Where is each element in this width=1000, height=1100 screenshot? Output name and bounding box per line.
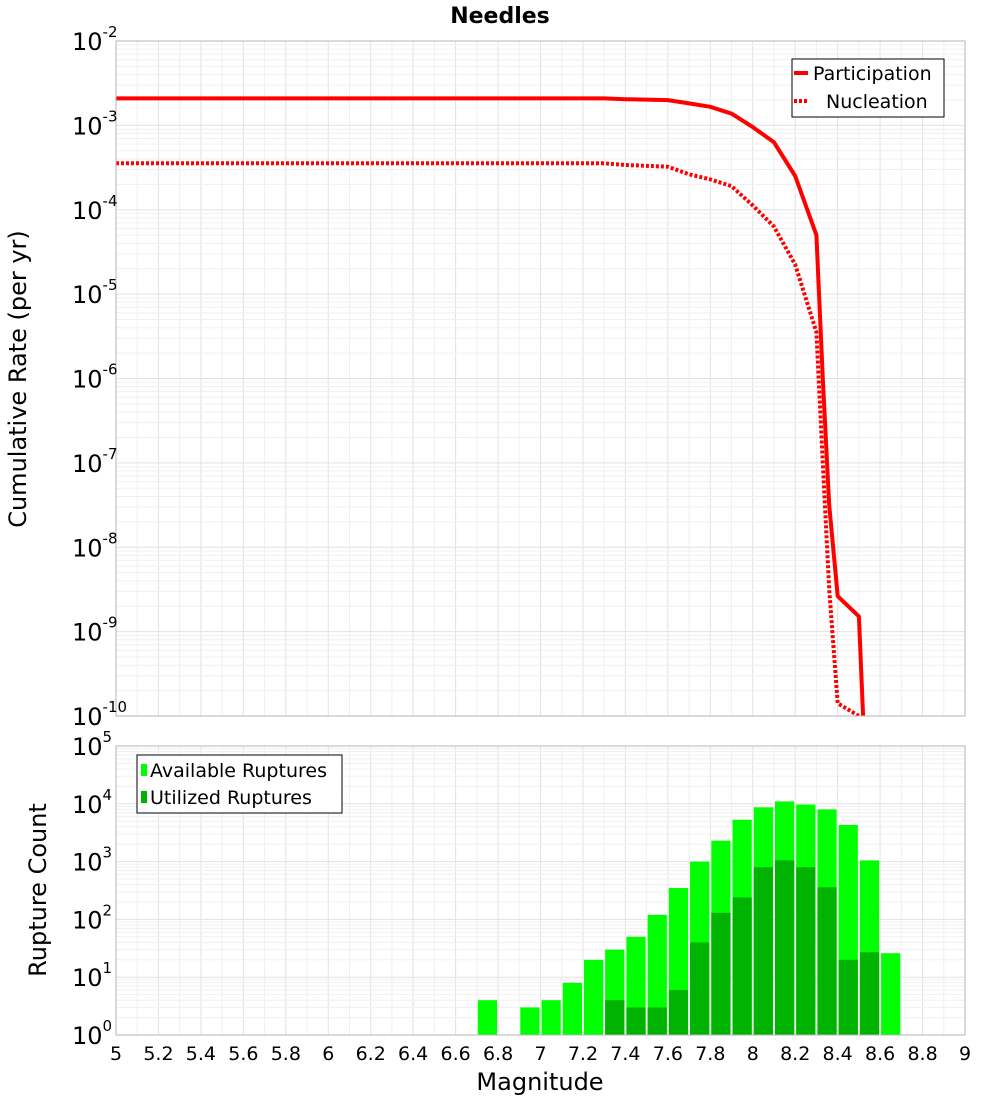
x-tick-label: 5.4 bbox=[186, 1043, 216, 1065]
x-tick-label: 6.6 bbox=[440, 1043, 470, 1065]
rate-legend-box bbox=[791, 58, 945, 118]
rate-grid bbox=[115, 41, 966, 717]
bar-utilized-ruptures bbox=[626, 1007, 646, 1035]
legend-label-nucleation: Nucleation bbox=[826, 91, 928, 113]
x-tick-label: 6.2 bbox=[356, 1043, 386, 1065]
0-y-tick-label: 10-2 bbox=[72, 23, 118, 56]
x-tick-label: 8 bbox=[747, 1043, 759, 1065]
bar-available-ruptures bbox=[583, 959, 604, 1035]
x-tick-label: 5.6 bbox=[228, 1043, 258, 1065]
count-panel: 100 101 102 103 104 105 5 5.2 5.4 5.6 5.8 6 6.2 6.4 6… bbox=[24, 728, 971, 1096]
count-plot-frame bbox=[115, 745, 966, 1036]
bar-utilized-ruptures bbox=[690, 942, 710, 1035]
x-tick-label: 8.2 bbox=[780, 1043, 810, 1065]
bar-utilized-ruptures bbox=[859, 952, 880, 1035]
bar-utilized-ruptures bbox=[774, 860, 795, 1035]
x-tick-label: 8.8 bbox=[907, 1043, 937, 1065]
rate-y-ticks: 10-2 10-3 10-4 10-5 10-6 10-7 10-8 10-9 10-10 bbox=[72, 23, 127, 731]
rate-legend: Participation Nucleation bbox=[791, 58, 945, 118]
count-legend-box bbox=[136, 754, 343, 814]
bar-available-ruptures bbox=[520, 1007, 540, 1035]
x-tick-label: 5.8 bbox=[271, 1043, 301, 1065]
1-y-tick-label: 102 bbox=[72, 901, 112, 934]
1-y-tick-label: 105 bbox=[72, 728, 112, 761]
rate-plot-frame bbox=[115, 40, 966, 717]
legend-swatch-available-ruptures bbox=[141, 764, 147, 776]
bar-available-ruptures bbox=[647, 914, 667, 1035]
legend-label-utilized-ruptures: Utilized Ruptures bbox=[150, 787, 312, 809]
bar-available-ruptures bbox=[541, 1000, 561, 1035]
bar-utilized-ruptures bbox=[668, 990, 689, 1035]
x-tick-label: 9 bbox=[959, 1043, 971, 1065]
x-tick-label: 6 bbox=[322, 1043, 334, 1065]
x-tick-label: 5.2 bbox=[143, 1043, 173, 1065]
bar-utilized-ruptures bbox=[817, 887, 837, 1035]
0-y-tick-label: 10-5 bbox=[72, 276, 118, 309]
count-bars bbox=[477, 801, 901, 1035]
series-line-participation bbox=[116, 96, 866, 716]
0-y-tick-label: 10-6 bbox=[72, 361, 118, 394]
rate-y-axis-label: Cumulative Rate (per yr) bbox=[4, 230, 32, 528]
bar-utilized-ruptures bbox=[838, 959, 858, 1035]
rate-panel: 10-2 10-3 10-4 10-5 10-6 10-7 10-8 10-9 10-10 Cu… bbox=[4, 23, 966, 731]
x-axis-label: Magnitude bbox=[476, 1068, 603, 1096]
bar-utilized-ruptures bbox=[647, 1007, 667, 1035]
x-tick-label: 7 bbox=[534, 1043, 546, 1065]
series-line-nucleation bbox=[116, 161, 860, 716]
x-tick-label: 7.8 bbox=[695, 1043, 725, 1065]
legend-label-participation: Participation bbox=[813, 63, 932, 85]
count-y-ticks: 100 101 102 103 104 105 bbox=[72, 728, 112, 1050]
0-y-tick-label: 10-8 bbox=[72, 529, 118, 562]
count-legend: Available Ruptures Utilized Ruptures bbox=[136, 754, 343, 814]
x-tick-label: 6.8 bbox=[483, 1043, 513, 1065]
bar-utilized-ruptures bbox=[711, 912, 731, 1035]
1-y-tick-label: 100 bbox=[72, 1017, 112, 1050]
bar-utilized-ruptures bbox=[753, 867, 773, 1035]
count-x-ticks: 5 5.2 5.4 5.6 5.8 6 6.2 6.4 6.6 6.8 7 7.2 7.4 7.6 7.8 8… bbox=[110, 1043, 971, 1065]
1-y-tick-label: 103 bbox=[72, 844, 112, 877]
bar-utilized-ruptures bbox=[732, 897, 752, 1035]
bar-utilized-ruptures bbox=[796, 867, 816, 1035]
0-y-tick-label: 10-9 bbox=[72, 614, 118, 647]
bar-available-ruptures bbox=[477, 1000, 498, 1035]
0-y-tick-label: 10-4 bbox=[72, 192, 118, 225]
rate-series bbox=[116, 96, 866, 716]
bar-available-ruptures bbox=[881, 953, 901, 1035]
x-tick-label: 7.6 bbox=[653, 1043, 683, 1065]
x-tick-label: 7.2 bbox=[568, 1043, 598, 1065]
chart-title: Needles bbox=[450, 4, 550, 29]
x-tick-label: 8.6 bbox=[865, 1043, 895, 1065]
bar-utilized-ruptures bbox=[605, 1000, 625, 1035]
legend-swatch-utilized-ruptures bbox=[141, 791, 147, 803]
0-y-tick-label: 10-10 bbox=[72, 698, 127, 731]
0-y-tick-label: 10-7 bbox=[72, 445, 118, 478]
bar-available-ruptures bbox=[562, 982, 582, 1035]
x-tick-label: 6.4 bbox=[398, 1043, 428, 1065]
x-tick-label: 8.4 bbox=[823, 1043, 853, 1065]
x-tick-label: 5 bbox=[110, 1043, 122, 1065]
count-y-axis-label: Rupture Count bbox=[24, 803, 52, 977]
0-y-tick-label: 10-3 bbox=[72, 107, 118, 140]
1-y-tick-label: 104 bbox=[72, 786, 112, 819]
x-tick-label: 7.4 bbox=[610, 1043, 640, 1065]
1-y-tick-label: 101 bbox=[72, 959, 112, 992]
legend-label-available-ruptures: Available Ruptures bbox=[150, 760, 327, 782]
